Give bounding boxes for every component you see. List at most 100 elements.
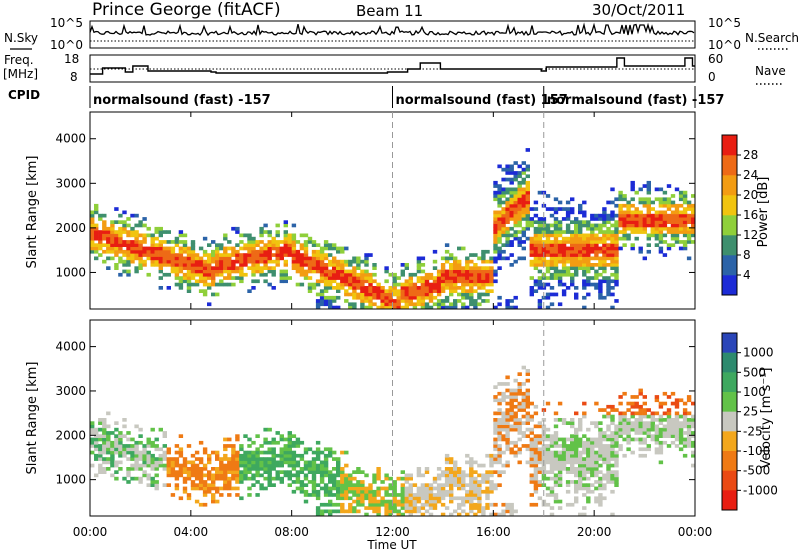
heatmap-cell: [231, 269, 236, 274]
heatmap-cell: [239, 463, 244, 468]
heatmap-cell: [94, 427, 99, 432]
heatmap-cell: [186, 496, 192, 501]
heatmap-cell: [666, 444, 672, 448]
heatmap-cell: [283, 246, 288, 251]
heatmap-cell: [303, 246, 309, 251]
heatmap-cell: [598, 470, 603, 474]
heatmap-cell: [461, 502, 466, 507]
heatmap-cell: [654, 398, 660, 403]
colorbar-label: 24: [743, 168, 758, 182]
heatmap-cell: [578, 444, 583, 448]
heatmap-cell: [279, 480, 284, 484]
heatmap-cell: [90, 421, 95, 425]
heatmap-cell: [263, 263, 268, 267]
heatmap-cell: [553, 453, 559, 458]
heatmap-cell: [622, 243, 627, 247]
heatmap-cell: [477, 276, 482, 280]
heatmap-cell: [533, 463, 539, 468]
heatmap-cell: [400, 263, 405, 267]
heatmap-cell: [94, 431, 99, 435]
heatmap-cell: [315, 305, 321, 310]
heatmap-cell: [545, 226, 551, 231]
heatmap-cell: [154, 256, 159, 261]
heatmap-cell: [344, 276, 349, 280]
heatmap-cell: [509, 424, 514, 429]
heatmap-cell: [662, 418, 668, 422]
heatmap-cell: [364, 299, 369, 303]
heatmap-cell: [360, 493, 365, 497]
heatmap-cell: [646, 427, 651, 432]
heatmap-cell: [142, 470, 147, 474]
colorbar-label: 16: [743, 208, 758, 222]
heatmap-cell: [130, 246, 135, 251]
heatmap-cell: [610, 259, 615, 264]
heatmap-cell: [174, 486, 180, 491]
heatmap-cell: [150, 263, 155, 267]
heatmap-cell: [227, 263, 232, 267]
heatmap-cell: [658, 203, 664, 208]
heatmap-cell: [449, 496, 454, 501]
heatmap-cell: [174, 276, 180, 280]
heatmap-cell: [505, 414, 510, 419]
heatmap-cell: [174, 259, 180, 264]
heatmap-cell: [239, 233, 244, 238]
heatmap-cell: [323, 266, 329, 270]
heatmap-cell: [158, 463, 163, 468]
heatmap-cell: [364, 489, 369, 494]
heatmap-cell: [574, 253, 579, 257]
heatmap-cell: [666, 220, 672, 224]
heatmap-cell: [158, 286, 163, 290]
heatmap-cell: [400, 502, 405, 507]
heatmap-cell: [602, 414, 607, 419]
heatmap-cell: [202, 473, 208, 478]
heatmap-cell: [509, 190, 514, 195]
heatmap-cell: [118, 230, 123, 234]
heatmap-cell: [295, 266, 301, 270]
heatmap-cell: [525, 180, 530, 185]
heatmap-cell: [190, 249, 196, 254]
heatmap-cell: [319, 295, 325, 300]
heatmap-cell: [360, 496, 365, 501]
heatmap-cell: [436, 276, 442, 280]
heatmap-cell: [352, 506, 357, 510]
heatmap-cell: [138, 243, 143, 247]
heatmap-cell: [299, 483, 305, 487]
heatmap-cell: [126, 223, 131, 228]
heatmap-cell: [432, 289, 438, 293]
heatmap-cell: [545, 453, 551, 458]
heatmap-cell: [114, 463, 119, 468]
heatmap-cell: [279, 256, 284, 261]
heatmap-cell: [557, 444, 563, 448]
heatmap-cell: [396, 295, 401, 300]
heatmap-cell: [372, 295, 377, 300]
heatmap-cell: [610, 243, 615, 247]
station-title: Prince George (fitACF): [92, 0, 281, 20]
heatmap-cell: [662, 210, 668, 215]
heatmap-cell: [541, 418, 547, 422]
heatmap-cell: [416, 486, 422, 491]
heatmap-cell: [533, 424, 539, 429]
heatmap-cell: [670, 424, 676, 429]
heatmap-cell: [328, 263, 333, 267]
heatmap-cell: [154, 483, 159, 487]
heatmap-cell: [130, 444, 135, 448]
heatmap-cell: [348, 269, 353, 274]
heatmap-cell: [384, 502, 389, 507]
heatmap-cell: [602, 444, 607, 448]
heatmap-cell: [211, 467, 216, 471]
heatmap-cell: [412, 286, 418, 290]
heatmap-cell: [561, 217, 567, 221]
heatmap-cell: [630, 246, 635, 251]
heatmap-cell: [336, 263, 341, 267]
heatmap-cell: [602, 276, 607, 280]
heatmap-cell: [691, 194, 696, 198]
heatmap-cell: [517, 187, 522, 192]
heatmap-cell: [110, 246, 115, 251]
heatmap-cell: [662, 190, 668, 195]
heatmap-cell: [376, 476, 381, 481]
heatmap-cell: [622, 431, 627, 435]
heatmap-cell: [561, 289, 567, 293]
heatmap-cell: [134, 246, 139, 251]
heatmap-cell: [574, 220, 579, 224]
heatmap-cell: [384, 512, 389, 517]
